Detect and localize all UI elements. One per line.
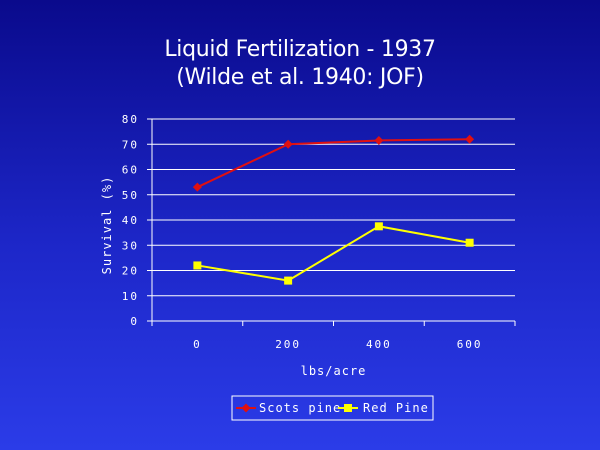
legend-label: Red Pine: [363, 401, 429, 415]
y-tick-labels: 0 10 20 30 40 50 60 70 80: [122, 113, 139, 328]
y-tick-label: 30: [122, 239, 139, 252]
data-point: [193, 261, 201, 269]
y-tick-label: 80: [122, 113, 139, 126]
series: [193, 135, 474, 285]
legend: Scots pine Red Pine: [232, 396, 433, 420]
data-point: [242, 404, 251, 413]
x-axis-label: lbs/acre: [301, 364, 367, 378]
y-axis-label: Survival (%): [100, 176, 114, 275]
data-point: [374, 136, 383, 145]
series-line: [197, 226, 469, 280]
legend-label: Scots pine: [259, 401, 341, 415]
x-tick-labels: 0 200 400 600: [193, 338, 483, 351]
axes: [152, 119, 515, 326]
series-group: [193, 222, 473, 284]
data-point: [375, 222, 383, 230]
y-tick-label: 0: [130, 315, 139, 328]
x-tick-label: 600: [457, 338, 483, 351]
y-tick-label: 10: [122, 290, 139, 303]
y-tick-label: 20: [122, 265, 139, 278]
data-point: [193, 183, 202, 192]
data-point: [284, 277, 292, 285]
y-tick-label: 70: [122, 138, 139, 151]
y-tick-label: 40: [122, 214, 139, 227]
series-group: [193, 135, 474, 192]
series-line: [197, 139, 469, 187]
y-tick-label: 60: [122, 164, 139, 177]
y-tick-label: 50: [122, 189, 139, 202]
legend-entry: Red Pine: [338, 401, 429, 415]
data-point: [465, 135, 474, 144]
data-point: [466, 239, 474, 247]
gridlines: [147, 119, 515, 321]
data-point: [344, 404, 352, 412]
x-tick-label: 200: [275, 338, 301, 351]
x-tick-label: 400: [366, 338, 392, 351]
data-point: [284, 140, 293, 149]
legend-entry: Scots pine: [236, 401, 341, 415]
x-tick-label: 0: [193, 338, 202, 351]
